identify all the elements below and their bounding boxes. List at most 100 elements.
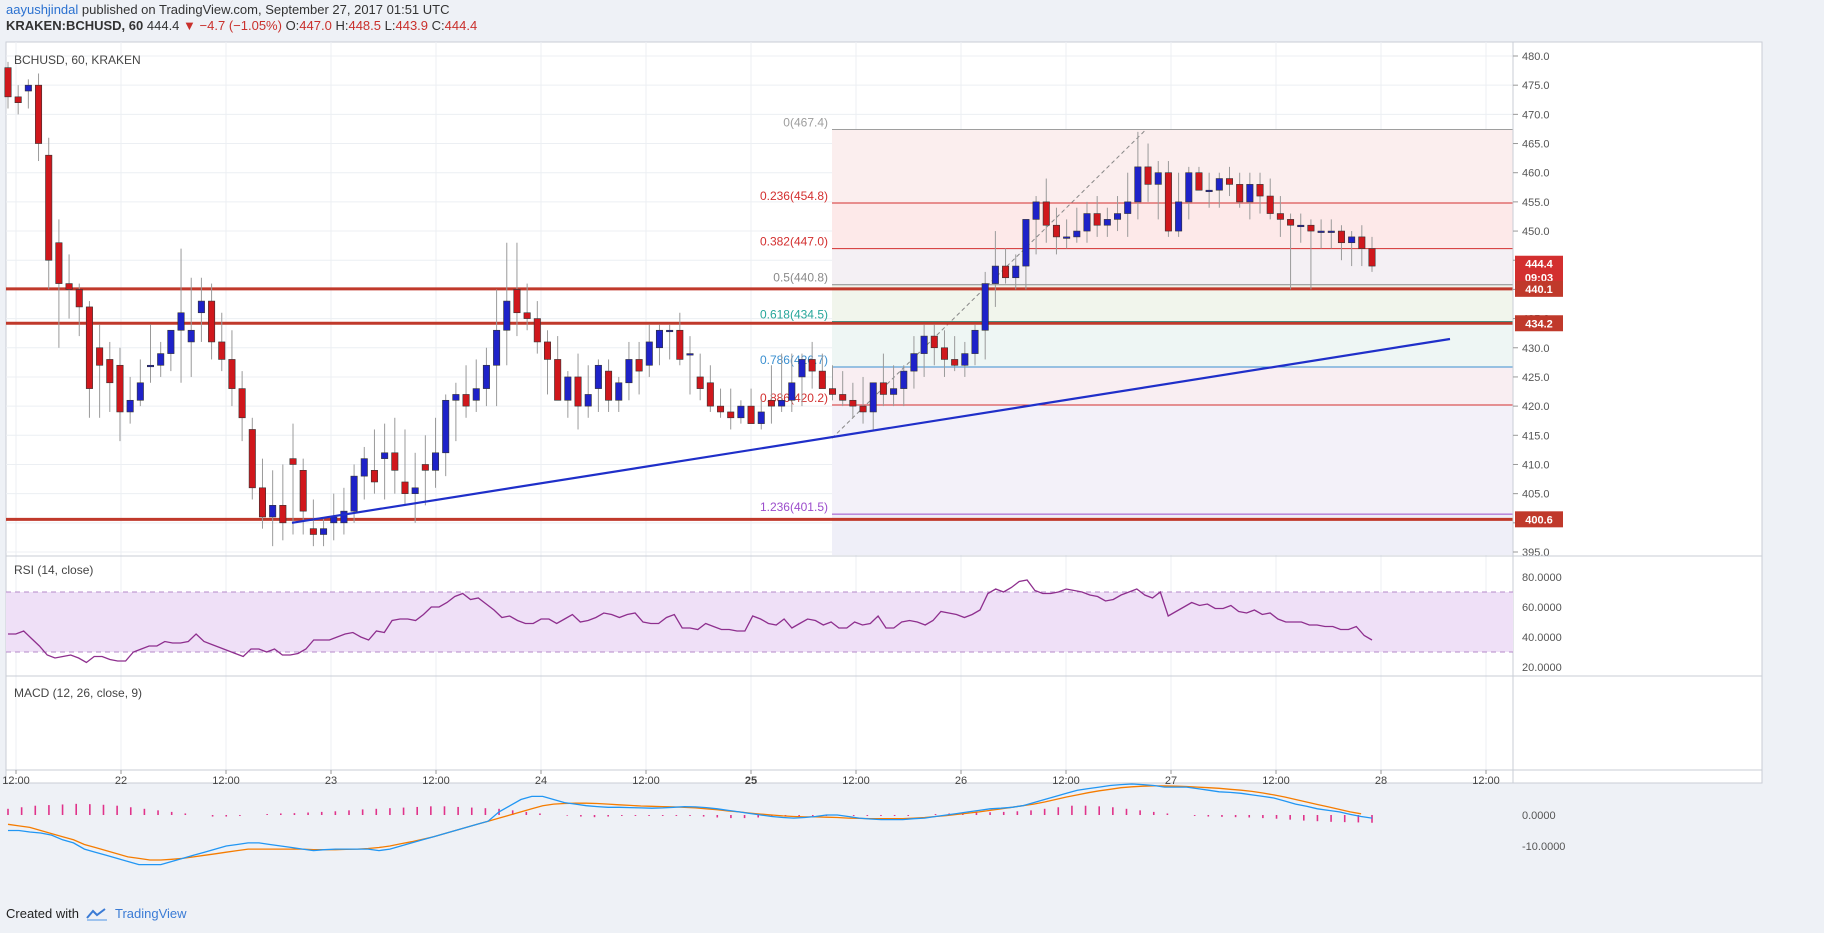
- price-tick-label: 460.0: [1522, 168, 1550, 180]
- candle-body: [543, 341, 551, 360]
- pane-title: BCHUSD, 60, KRAKEN: [14, 53, 141, 67]
- low-value: 443.9: [395, 18, 429, 33]
- rsi-tick-label: 80.0000: [1522, 572, 1562, 584]
- candle-body: [564, 376, 572, 401]
- price-tick-label: 475.0: [1522, 80, 1550, 92]
- candle-body: [432, 452, 440, 471]
- candle-body: [401, 481, 409, 494]
- candle-body: [554, 359, 562, 401]
- candle-body: [1002, 265, 1010, 279]
- candle-body: [890, 388, 898, 395]
- candle-body: [391, 452, 399, 471]
- time-tick-label: 12:00: [2, 775, 30, 787]
- tradingview-logo-icon: [86, 907, 107, 921]
- time-tick-label: 12:00: [422, 775, 450, 787]
- candle-body: [625, 359, 633, 384]
- macd-title: MACD (12, 26, close, 9): [14, 686, 142, 700]
- candle-body: [757, 411, 765, 424]
- fib-zone: [832, 129, 1513, 204]
- candle-body: [615, 382, 623, 401]
- candle-body: [1287, 219, 1295, 226]
- candle-body: [991, 265, 999, 284]
- candle-body: [136, 382, 144, 401]
- candle-body: [1022, 219, 1030, 267]
- last-price-tag: 444.4: [1515, 255, 1563, 272]
- time-tick-label: 12:00: [632, 775, 660, 787]
- time-tick-label: 26: [955, 775, 967, 787]
- candle-body: [320, 528, 328, 535]
- last-price: 444.4: [146, 18, 180, 33]
- level-price-tag-bg: [1515, 511, 1563, 528]
- candle-body: [1032, 201, 1040, 220]
- chart-header: aayushjindal published on TradingView.co…: [6, 2, 477, 34]
- down-arrow-icon: ▼: [183, 18, 196, 33]
- candle-body: [421, 464, 429, 471]
- close-label: C:: [431, 18, 445, 33]
- candle-body: [370, 470, 378, 483]
- macd-line: [8, 783, 1373, 866]
- candle-body: [452, 394, 460, 401]
- rsi-line: [8, 579, 1373, 664]
- candle-body: [706, 382, 714, 407]
- candle-body: [35, 84, 43, 144]
- price-tick-label: 405.0: [1522, 489, 1550, 501]
- candle-body: [798, 359, 806, 378]
- candle-body: [147, 364, 155, 368]
- candle-body: [849, 399, 857, 407]
- candle-body: [55, 242, 63, 284]
- fib-level-label: 0.618(434.5): [760, 308, 828, 322]
- time-tick-label: 12:00: [1472, 775, 1500, 787]
- horizontal-lines: [6, 287, 1513, 521]
- rsi-title: RSI (14, close): [14, 563, 93, 577]
- candle-body: [676, 329, 684, 360]
- candle-body: [126, 399, 134, 413]
- level-price-tag-text: 400.6: [1525, 514, 1553, 526]
- candle-body: [1276, 213, 1284, 220]
- level-price-tag: 400.6: [1515, 511, 1563, 528]
- candle-body: [1246, 184, 1254, 203]
- level-price-tag-text: 440.1: [1525, 284, 1553, 296]
- author-link[interactable]: aayushjindal: [6, 2, 79, 17]
- candle-body: [859, 405, 867, 413]
- candle-body: [1307, 224, 1315, 232]
- candle-body: [818, 370, 826, 389]
- candle-body: [1225, 178, 1233, 185]
- published-text: published on TradingView.com, September …: [78, 2, 450, 17]
- time-tick-label: 12:00: [212, 775, 240, 787]
- tradingview-link[interactable]: TradingView: [114, 906, 187, 921]
- candle-body: [1052, 224, 1060, 238]
- candle-body: [106, 359, 114, 384]
- candle-body: [1063, 236, 1071, 239]
- candle-body: [381, 452, 389, 459]
- candle-body: [24, 84, 32, 92]
- price-tick-label: 470.0: [1522, 109, 1550, 121]
- price-tick-label: 430.0: [1522, 343, 1550, 355]
- candle-body: [1337, 230, 1345, 244]
- candle-body: [208, 300, 216, 343]
- macd-signal-line: [7, 785, 1362, 861]
- candle-body: [778, 399, 786, 407]
- open-label: O:: [285, 18, 300, 33]
- fib-zone: [832, 248, 1513, 285]
- time-tick-label: 22: [115, 775, 127, 787]
- candle-body: [808, 359, 816, 372]
- rsi-tick-label: 40.0000: [1522, 632, 1562, 644]
- candle-body: [493, 329, 501, 366]
- last-price-tag-text: 444.4: [1525, 259, 1553, 271]
- candle-body: [258, 487, 266, 518]
- fib-level-label: 1.236(401.5): [760, 500, 828, 514]
- fibonacci-retracement: 0(467.4) 0.236(454.8) 0.382(447.0) 0.5(440.…: [760, 116, 1513, 515]
- open-value: 447.0: [299, 18, 332, 33]
- candle-body: [951, 359, 959, 366]
- candle-body: [1164, 172, 1172, 232]
- candle-body: [727, 411, 735, 419]
- candle-body: [157, 353, 165, 366]
- candle-body: [584, 394, 592, 407]
- candle-body: [167, 329, 175, 354]
- candle-body: [14, 96, 22, 103]
- candle-body: [910, 353, 918, 372]
- time-tick-label: 12:00: [842, 775, 870, 787]
- candle-body: [1093, 213, 1101, 226]
- time-tick-label: 24: [535, 775, 547, 787]
